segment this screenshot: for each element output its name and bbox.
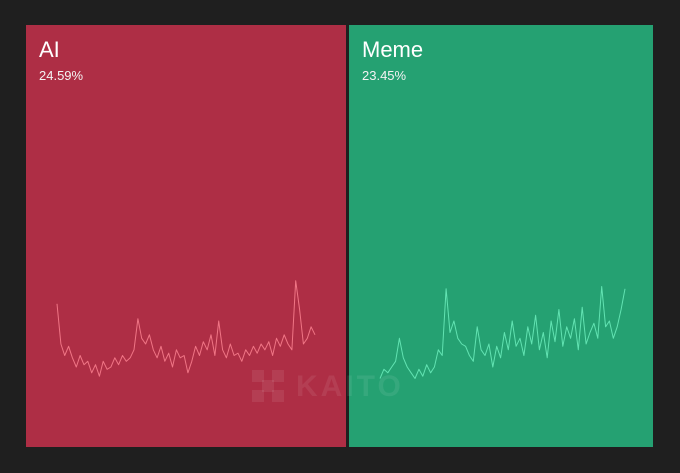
tile <box>349 25 653 447</box>
watermark-text: KAITO <box>296 370 404 403</box>
tiles: AI 24.59% Meme 23.45% <box>26 25 653 447</box>
tile <box>26 25 346 447</box>
tile-share: 23.45% <box>362 68 407 83</box>
sparkline <box>379 286 626 379</box>
watermark: KAITO <box>252 370 404 403</box>
tile-name: Meme <box>362 37 423 62</box>
sparkline <box>56 280 316 377</box>
tile-name: AI <box>39 37 60 62</box>
watermark-logo <box>252 370 284 402</box>
tile-share: 24.59% <box>39 68 84 83</box>
